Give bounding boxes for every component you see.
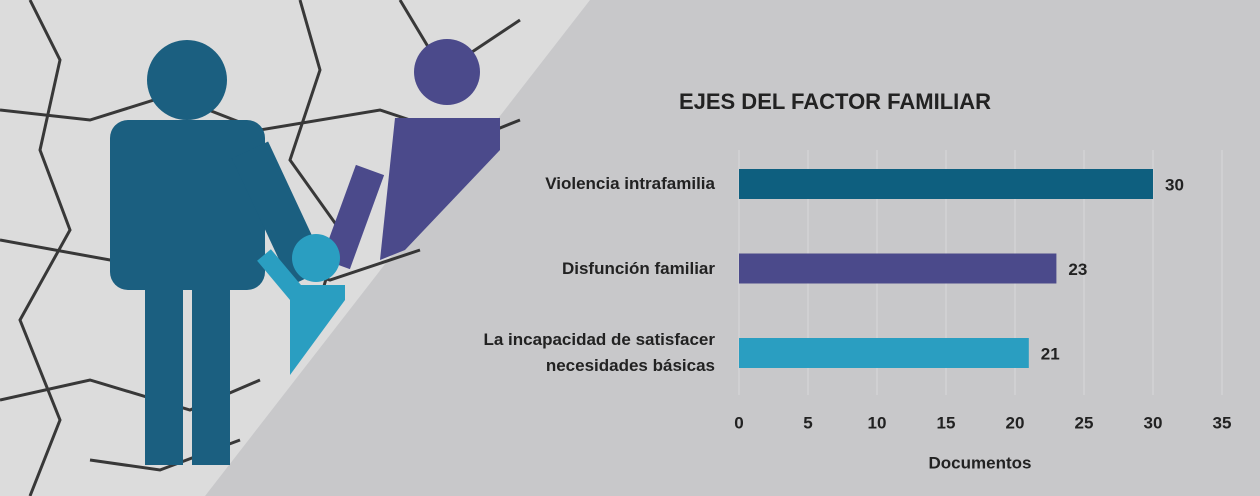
x-tick-label: 20 xyxy=(1006,413,1025,432)
x-tick-label: 25 xyxy=(1075,413,1094,432)
value-label: 30 xyxy=(1165,175,1184,194)
category-label: Disfunción familiar xyxy=(561,258,715,278)
illustration xyxy=(0,0,590,496)
value-label: 21 xyxy=(1041,344,1060,363)
x-tick-label: 30 xyxy=(1144,413,1163,432)
x-tick-label: 15 xyxy=(937,413,956,432)
bar xyxy=(739,169,1153,199)
x-axis-label: Documentos xyxy=(929,453,1032,472)
bar xyxy=(739,338,1029,368)
category-label: Violencia intrafamilia xyxy=(545,174,715,193)
x-tick-label: 10 xyxy=(868,413,887,432)
x-tick-label: 5 xyxy=(803,413,812,432)
category-label: La incapacidad de satisfacer necesidades… xyxy=(483,330,716,375)
chart-title: EJES DEL FACTOR FAMILIAR xyxy=(679,89,991,114)
x-tick-label: 35 xyxy=(1213,413,1232,432)
bar xyxy=(739,253,1057,284)
value-label: 23 xyxy=(1068,260,1087,279)
x-tick-label: 0 xyxy=(734,413,743,432)
